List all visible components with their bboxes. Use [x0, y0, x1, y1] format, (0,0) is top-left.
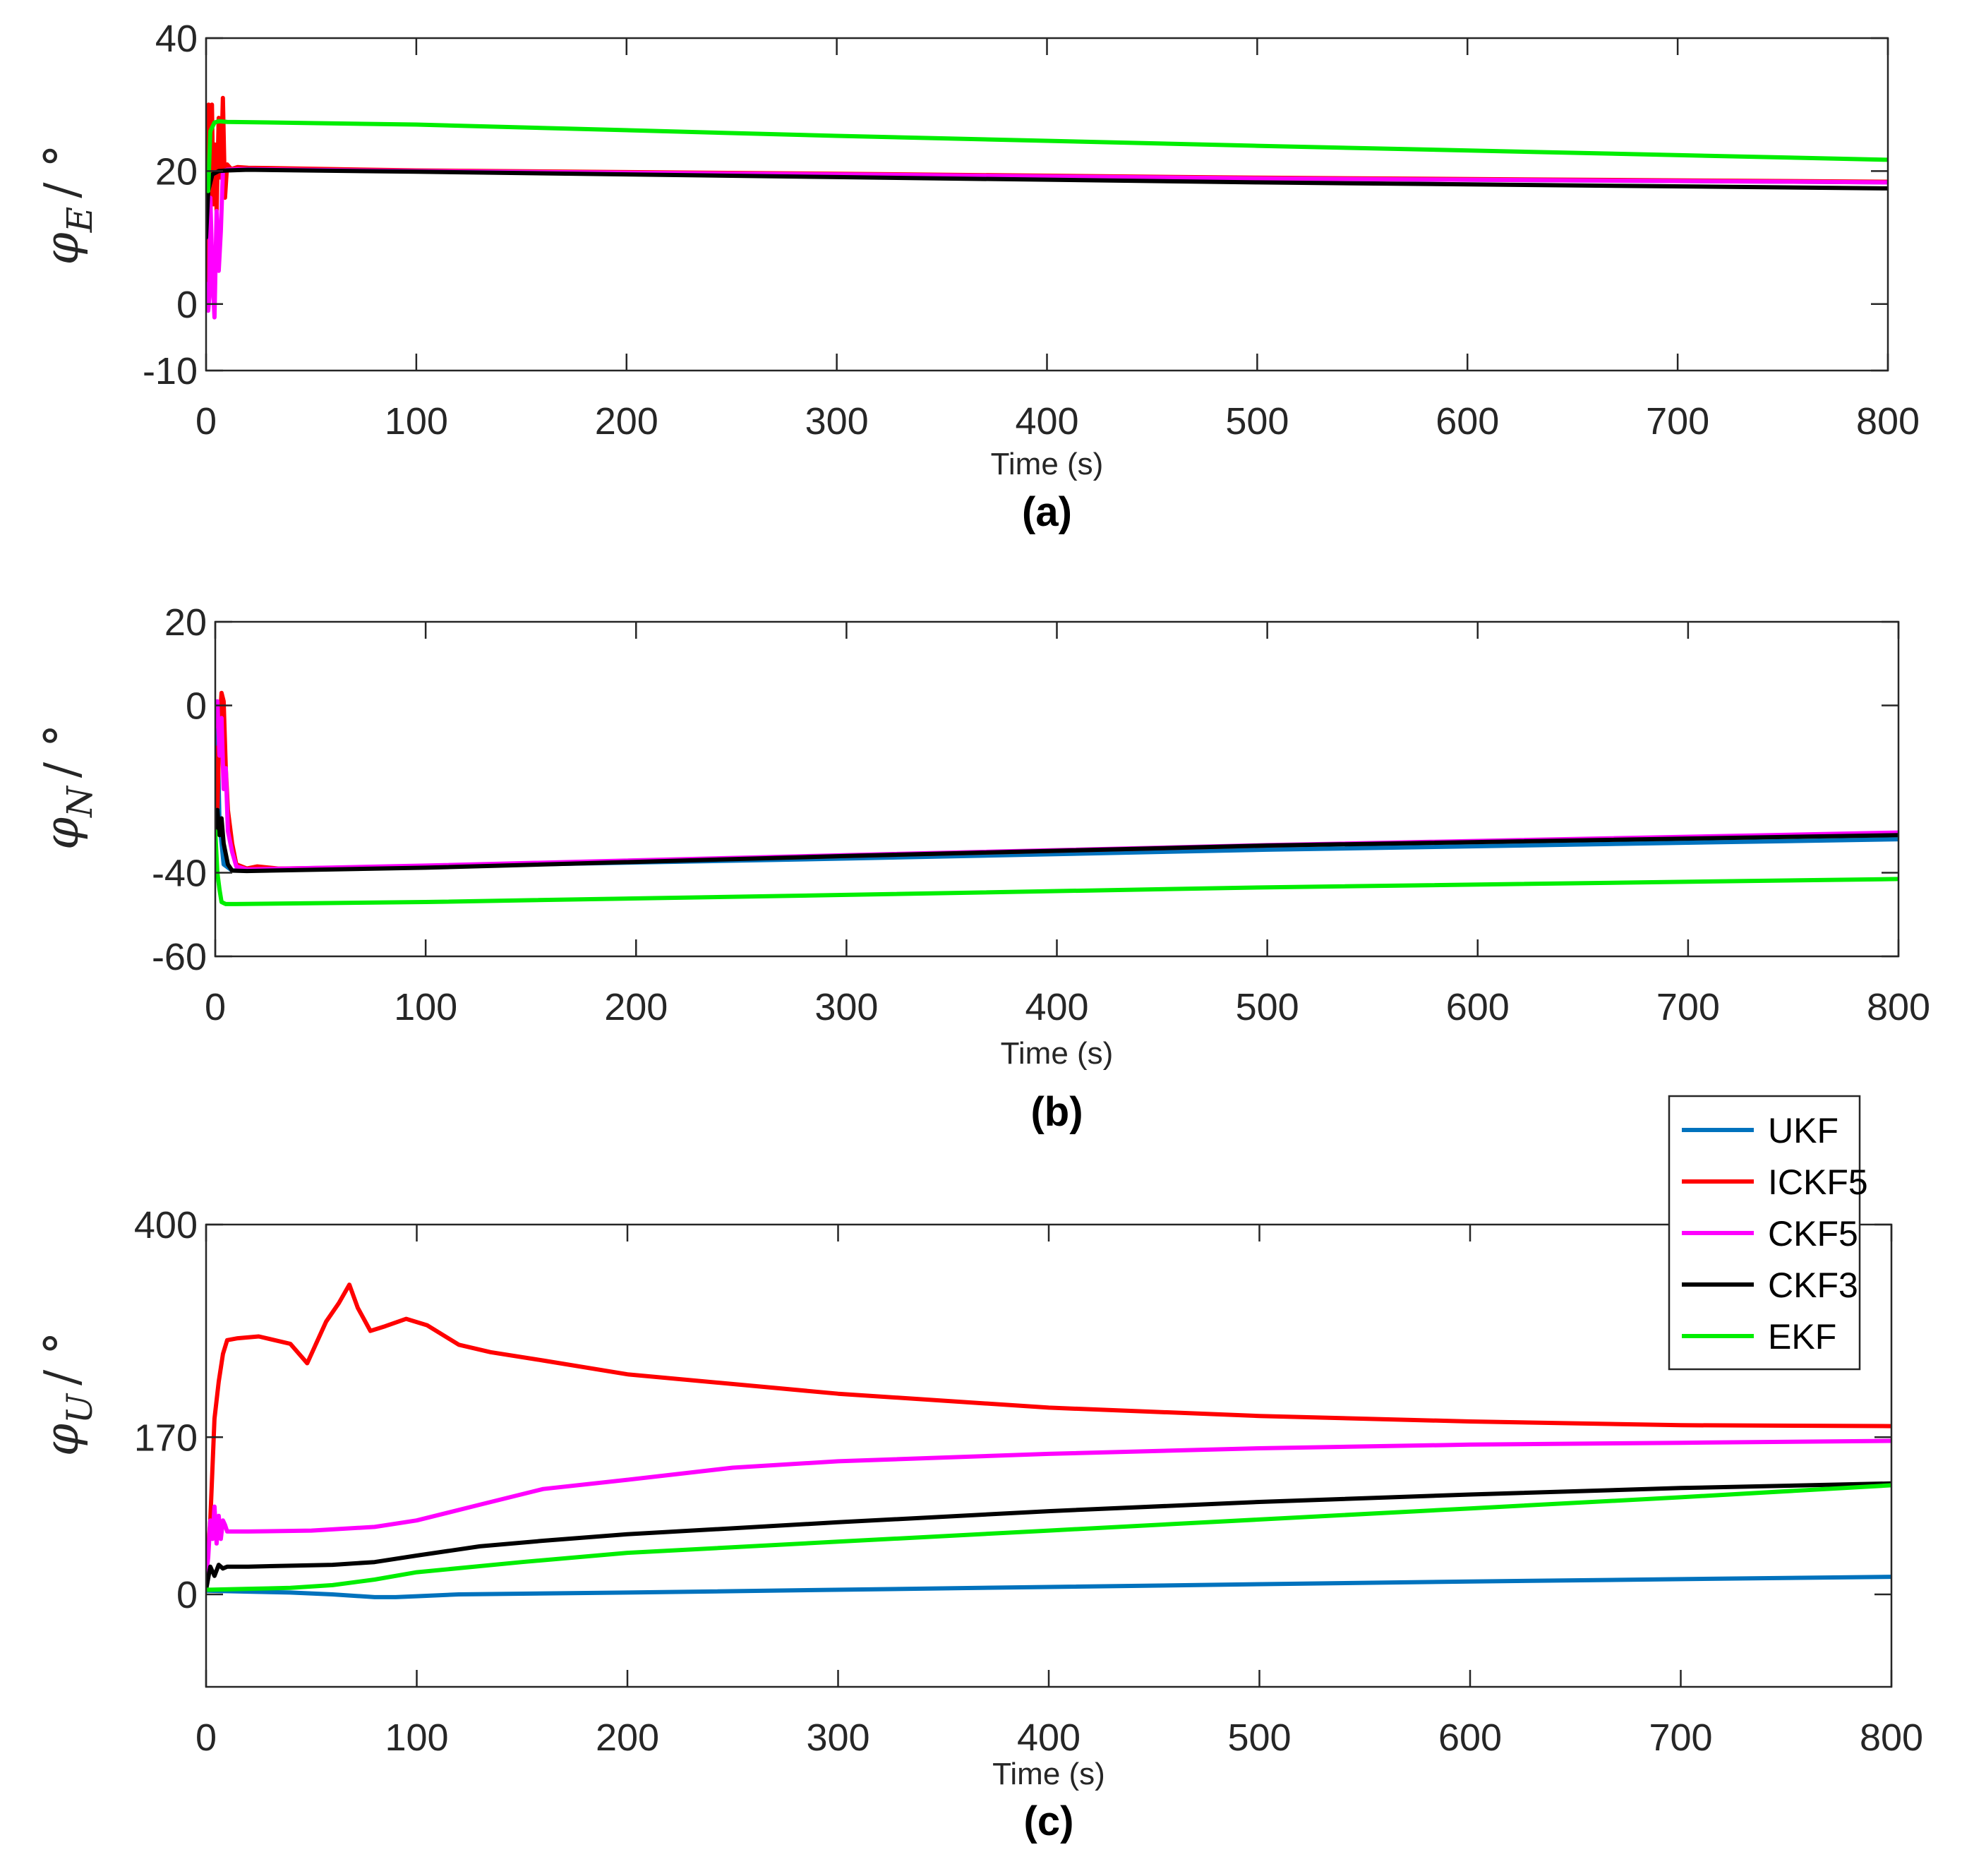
- x-tick-label: 700: [1649, 1716, 1712, 1759]
- y-axis-symbol: φ: [35, 232, 89, 265]
- legend-label-ickf5: ICKF5: [1768, 1162, 1868, 1202]
- x-tick-label: 600: [1446, 986, 1510, 1028]
- x-tick-label: 800: [1856, 400, 1920, 443]
- y-tick-label: -60: [152, 936, 207, 978]
- x-tick-label: 200: [604, 986, 668, 1028]
- series-line-ckf3: [215, 807, 1898, 874]
- x-tick-label: 300: [806, 1716, 869, 1759]
- y-tick-label: 20: [164, 601, 207, 644]
- y-axis-subscript: U: [59, 1393, 100, 1424]
- x-tick-label: 100: [385, 1716, 448, 1759]
- series-line-ckf3: [206, 1481, 1891, 1592]
- axes-box: [214, 620, 1900, 958]
- legend-label-ekf: EKF: [1768, 1317, 1836, 1357]
- x-tick-label: 400: [1025, 986, 1088, 1028]
- x-tick-label: 700: [1656, 986, 1720, 1028]
- legend-label-ckf3: CKF3: [1768, 1265, 1858, 1305]
- y-tick-label: 0: [176, 284, 198, 326]
- y-axis-label: φN / °: [35, 724, 100, 850]
- series-line-ekf: [215, 829, 1898, 906]
- x-tick-label: 500: [1225, 400, 1289, 443]
- series-group: [206, 1282, 1891, 1599]
- series-line-ekf: [206, 119, 1888, 193]
- y-axis-unit: / °: [35, 145, 89, 198]
- x-tick-label: 500: [1227, 1716, 1291, 1759]
- x-tick-label: 100: [385, 400, 448, 443]
- series-line-ickf5: [206, 1282, 1891, 1578]
- y-tick-label: 20: [155, 150, 198, 193]
- series-line-ukf: [206, 1575, 1891, 1599]
- chart-panel-1: 0 100 200 300 400 500 600 700 800 -10 0 20 40 Time (s…: [35, 18, 1920, 535]
- panel-caption: (a): [1022, 489, 1072, 535]
- axes-box: [205, 37, 1889, 372]
- y-tick-label: -10: [143, 350, 198, 392]
- y-axis-label: φE / °: [35, 145, 100, 265]
- x-axis-label: Time (s): [1001, 1036, 1114, 1071]
- legend-label-ckf5: CKF5: [1768, 1214, 1858, 1253]
- y-tick-label: 170: [134, 1417, 198, 1459]
- chart-panel-2: 0 100 200 300 400 500 600 700 800 -60 -40 0 20 Time (…: [35, 601, 1930, 1135]
- y-tick-label: 400: [134, 1204, 198, 1246]
- y-tick-label: -40: [152, 853, 207, 895]
- x-tick-label: 600: [1438, 1716, 1502, 1759]
- y-axis-label: φU / °: [35, 1332, 100, 1457]
- y-tick-label: 0: [176, 1574, 198, 1616]
- x-tick-label: 400: [1017, 1716, 1081, 1759]
- x-tick-label: 400: [1015, 400, 1078, 443]
- x-tick-label: 800: [1867, 986, 1930, 1028]
- y-tick-label: 40: [155, 18, 198, 60]
- y-axis-unit: / °: [35, 1332, 89, 1385]
- x-tick-label: 600: [1436, 400, 1499, 443]
- series-line-ckf5: [206, 1438, 1891, 1578]
- x-tick-label: 100: [394, 986, 457, 1028]
- x-tick-label: 0: [205, 986, 226, 1028]
- x-tick-label: 0: [195, 400, 217, 443]
- x-tick-label: 200: [595, 400, 658, 443]
- x-axis-label: Time (s): [992, 1757, 1105, 1791]
- y-axis-subscript: N: [59, 785, 100, 818]
- y-axis-unit: / °: [35, 724, 89, 778]
- y-axis-symbol: φ: [35, 1424, 89, 1456]
- x-tick-label: 700: [1646, 400, 1709, 443]
- y-tick-label: 0: [186, 685, 207, 728]
- series-group: [215, 690, 1898, 906]
- x-tick-label: 300: [805, 400, 869, 443]
- x-tick-label: 0: [195, 1716, 217, 1759]
- x-tick-label: 500: [1236, 986, 1299, 1028]
- panel-caption: (c): [1024, 1798, 1074, 1844]
- x-tick-label: 800: [1860, 1716, 1923, 1759]
- y-axis-symbol: φ: [35, 817, 89, 850]
- x-tick-label: 300: [814, 986, 878, 1028]
- y-axis-subscript: E: [59, 207, 100, 234]
- legend-label-ukf: UKF: [1768, 1111, 1838, 1150]
- series-line-ekf: [206, 1483, 1891, 1592]
- panel-caption: (b): [1030, 1089, 1083, 1135]
- series-line-ckf5: [206, 167, 1888, 320]
- x-tick-label: 200: [596, 1716, 659, 1759]
- series-group: [206, 95, 1888, 320]
- legend: UKF ICKF5 CKF5 CKF3 EKF: [1668, 1095, 1868, 1371]
- x-axis-label: Time (s): [991, 447, 1104, 481]
